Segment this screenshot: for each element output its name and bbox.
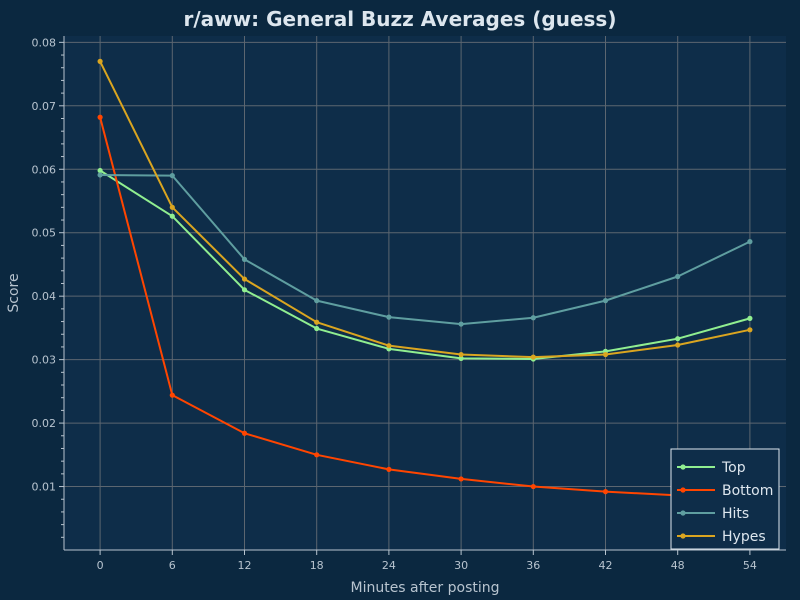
- data-point-top: [747, 315, 753, 321]
- data-point-bottom: [314, 452, 320, 458]
- legend-label-hits: Hits: [722, 506, 749, 522]
- legend-label-bottom: Bottom: [722, 483, 773, 499]
- series-line-top: [99, 169, 751, 360]
- grid: [64, 36, 786, 550]
- x-tick-label: 54: [743, 559, 757, 572]
- data-point-hits: [241, 256, 248, 262]
- data-point-bottom: [241, 430, 248, 436]
- data-point-top: [241, 287, 248, 293]
- x-tick-label: 12: [238, 559, 252, 572]
- data-point-bottom: [602, 489, 609, 495]
- chart-title: r/aww: General Buzz Averages (guess): [184, 7, 617, 31]
- legend-marker-hits: [680, 510, 686, 516]
- y-tick-label: 0.02: [32, 417, 57, 430]
- data-point-hits: [458, 321, 464, 327]
- plot-area: [64, 36, 786, 550]
- axes: 0 6 12 18 24 30 36 42 48 54 0.01 0.02 0.03 0.04 0.05 0.…: [32, 36, 786, 572]
- data-point-top: [675, 336, 681, 342]
- series-line-hits: [100, 173, 751, 326]
- legend: Top Bottom Hits Hypes: [670, 448, 780, 550]
- data-point-bottom: [386, 466, 392, 473]
- x-tick-label: 0: [97, 559, 104, 572]
- series-line-hypes: [99, 60, 751, 359]
- x-tick-label: 42: [599, 559, 613, 572]
- x-tick-label: 36: [526, 559, 540, 572]
- data-point-top: [458, 355, 464, 361]
- legend-label-hypes: Hypes: [722, 529, 766, 545]
- data-point-top: [169, 213, 175, 219]
- x-tick-label: 48: [671, 559, 685, 572]
- data-point-hits: [169, 173, 175, 179]
- data-point-top: [314, 325, 320, 332]
- data-point-hypes: [747, 327, 753, 333]
- data-point-hypes: [458, 351, 464, 358]
- y-axis-label: Score: [6, 273, 22, 312]
- data-point-bottom: [169, 392, 175, 398]
- x-tick-label: 6: [169, 559, 176, 572]
- legend-box: [670, 448, 780, 550]
- data-point-hypes: [530, 354, 536, 360]
- data-point-hypes: [386, 343, 392, 349]
- data-point-bottom: [530, 483, 536, 490]
- legend-marker-hypes: [680, 533, 686, 539]
- data-point-hits: [602, 298, 609, 304]
- data-point-hits: [97, 172, 103, 178]
- y-tick-label: 0.06: [32, 163, 57, 176]
- data-point-hits: [314, 298, 320, 304]
- y-tick-label: 0.08: [32, 36, 57, 49]
- data-point-hypes: [675, 342, 681, 348]
- y-tick-label: 0.01: [32, 481, 57, 494]
- x-tick-label: 18: [310, 559, 324, 572]
- y-tick-label: 0.03: [32, 354, 57, 367]
- data-point-bottom: [458, 476, 464, 482]
- data-point-hits: [386, 314, 392, 320]
- data-point-hits: [530, 315, 536, 321]
- x-tick-label: 24: [382, 559, 396, 572]
- data-point-hits: [747, 239, 753, 245]
- data-point-top: [97, 167, 103, 174]
- legend-marker-bottom: [680, 487, 686, 493]
- x-tick-label: 30: [454, 559, 468, 572]
- data-point-hypes: [169, 204, 175, 210]
- data-point-hypes: [602, 351, 609, 358]
- y-tick-label: 0.07: [32, 100, 57, 113]
- legend-label-top: Top: [721, 460, 746, 476]
- data-point-hypes: [314, 319, 320, 325]
- data-point-hypes: [241, 276, 248, 282]
- data-point-hypes: [97, 58, 103, 64]
- series-layer: [97, 58, 753, 502]
- data-point-hits: [675, 273, 681, 280]
- series-line-bottom: [99, 116, 750, 500]
- x-axis-label: Minutes after posting: [350, 580, 499, 596]
- legend-marker-top: [680, 464, 686, 470]
- data-point-bottom: [97, 114, 103, 120]
- y-tick-label: 0.05: [32, 227, 57, 240]
- y-tick-label: 0.04: [32, 290, 57, 303]
